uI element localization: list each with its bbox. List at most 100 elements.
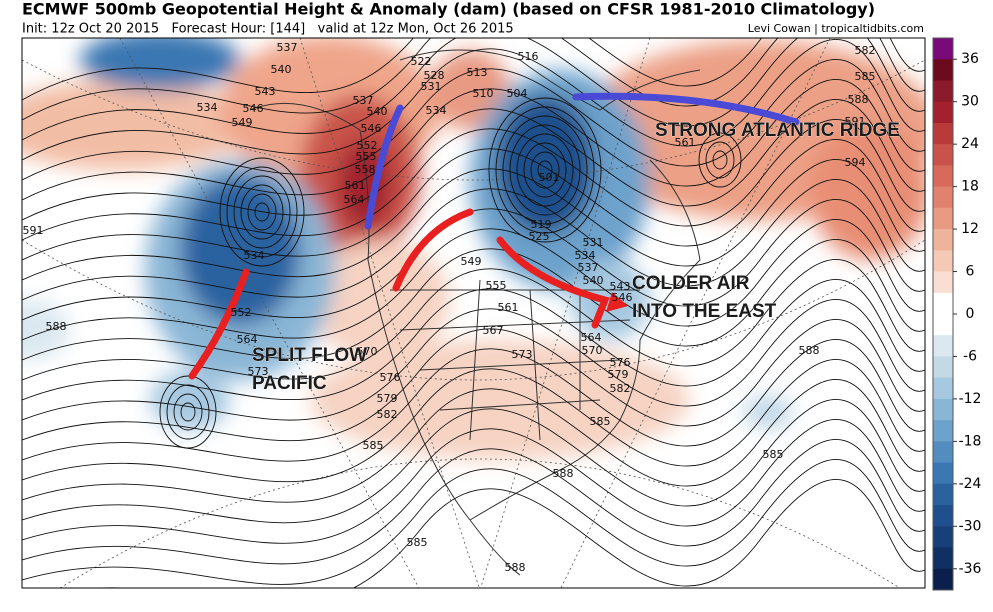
contour-label: 546 (612, 291, 633, 304)
colorbar-bin (933, 420, 953, 442)
contour-label: 582 (377, 408, 398, 421)
contour-label: 549 (461, 255, 482, 268)
closed-contour (502, 115, 588, 225)
colorbar-label: -24 (959, 476, 982, 492)
colorbar-bin (933, 165, 953, 188)
credit: Levi Cowan | tropicaltidbits.com (748, 22, 924, 35)
contour-line (22, 38, 925, 101)
colorbar-bin (933, 38, 953, 60)
closed-contour (509, 124, 581, 216)
contour-line (22, 339, 925, 462)
contour-label: 564 (344, 193, 365, 206)
contour-label: 564 (237, 333, 258, 346)
contour-label: 555 (486, 279, 507, 292)
contour-line (22, 419, 925, 544)
closed-contour (180, 402, 196, 422)
colorbar-bin (933, 441, 953, 464)
contour-label: 534 (197, 101, 218, 114)
contour-label: 561 (345, 179, 366, 192)
contour-label: 519 (531, 218, 552, 231)
contour-label: 549 (232, 116, 253, 129)
contour-label: 531 (583, 236, 604, 249)
contour-label: 513 (467, 66, 488, 79)
closed-contour (240, 184, 284, 240)
contour-label: 528 (424, 69, 445, 82)
colorbar-bin (933, 122, 953, 145)
height-contours (22, 38, 925, 588)
contour-label: 585 (763, 448, 784, 461)
contour-label: 588 (46, 320, 67, 333)
contour-line (22, 99, 925, 221)
contour-label: 573 (248, 365, 269, 378)
contour-line (22, 459, 925, 585)
contour-line (22, 379, 925, 503)
contour-line (22, 159, 925, 281)
closed-contour (233, 175, 291, 249)
cold-air-arrow (496, 236, 610, 329)
contour-label: 591 (23, 224, 44, 237)
contour-label: 534 (426, 104, 447, 117)
contour-label: 594 (845, 156, 866, 169)
contour-label: 588 (505, 561, 526, 574)
closed-contour (159, 375, 217, 449)
colorbar-label: -6 (963, 348, 977, 364)
colorbar-bin (933, 207, 953, 230)
contour-label: 573 (512, 348, 533, 361)
colorbar-label: -12 (959, 391, 982, 407)
colorbar-bin (933, 292, 953, 315)
contour-line (22, 38, 925, 141)
contour-label: 582 (610, 382, 631, 395)
colorbar-label: -18 (959, 433, 982, 449)
split-flow-axis (188, 268, 250, 380)
contour-label: 570 (582, 344, 603, 357)
contour-label: 591 (845, 115, 866, 128)
contour-line (22, 38, 925, 121)
annotation: SPLIT FLOW (252, 345, 367, 366)
contour-line (22, 259, 925, 381)
contour-label: 531 (421, 80, 442, 93)
closed-contour (166, 384, 210, 440)
colorbar-bin (933, 462, 953, 485)
anomaly-shading (22, 38, 925, 460)
contour-label: 534 (575, 249, 596, 262)
contour-label: 588 (799, 344, 820, 357)
colorbar-bin (933, 547, 953, 570)
contour-label: 585 (363, 439, 384, 452)
colorbar-bin (933, 335, 953, 357)
contour-label: 540 (271, 63, 292, 76)
contour-label: 555 (356, 150, 377, 163)
contour-label: 588 (553, 467, 574, 480)
contour-line (92, 479, 925, 588)
contour-label: 546 (243, 102, 264, 115)
colorbar-bin (933, 271, 953, 294)
annotation: STRONG ATLANTIC RIDGE (655, 120, 900, 141)
colorbar-label: 6 (966, 264, 975, 280)
contour-line (22, 399, 925, 524)
closed-contour (523, 142, 567, 198)
trough-axis (364, 104, 404, 230)
closed-contour (219, 157, 305, 267)
colorbar-bin (933, 229, 953, 251)
contour-line (22, 179, 925, 301)
contour-label: 576 (610, 356, 631, 369)
colorbar-bin (933, 356, 953, 379)
colorbar: 36 30 24 18 12 6 0 -6 -12 -18 -24 -30 -36 (932, 37, 982, 591)
analysis-marks (188, 92, 800, 380)
flow-arrow (392, 208, 474, 292)
colorbar-bin (933, 59, 953, 81)
closed-contour (173, 393, 203, 431)
contour-line (22, 319, 925, 442)
contour-label: 552 (231, 306, 252, 319)
colorbar-label: -30 (959, 518, 982, 534)
contour-label: 579 (377, 392, 398, 405)
contour-line (22, 139, 925, 261)
contour-line (22, 299, 925, 421)
colorbar-bin (933, 186, 953, 209)
closed-contour (516, 133, 574, 207)
annotation: INTO THE EAST (632, 301, 777, 322)
